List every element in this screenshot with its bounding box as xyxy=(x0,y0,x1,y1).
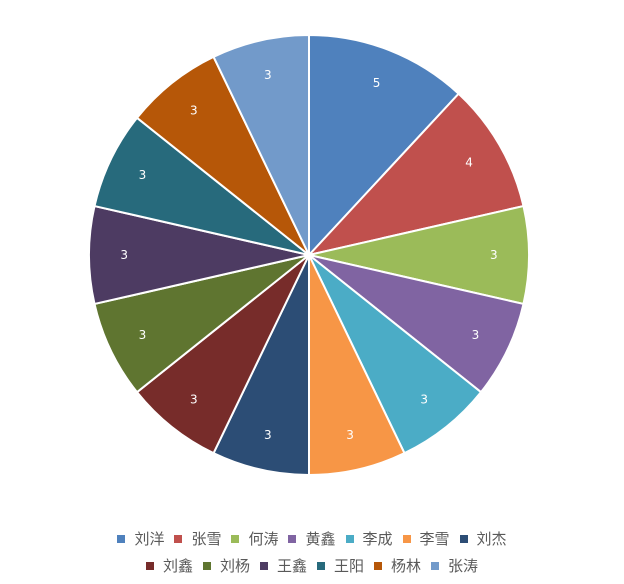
legend-label: 李成 xyxy=(362,530,393,548)
legend-item-7: 刘杰 xyxy=(459,528,507,549)
legend-swatch xyxy=(117,534,126,543)
legend-item-10: 王鑫 xyxy=(259,555,307,576)
legend-item-1: 刘洋 xyxy=(117,528,164,549)
data-label-5: 3 xyxy=(420,392,428,406)
legend-item-6: 李雪 xyxy=(402,528,450,549)
legend-swatch xyxy=(402,534,411,543)
legend-label: 张雪 xyxy=(191,530,222,548)
legend-swatch xyxy=(145,561,154,570)
legend-label: 刘鑫 xyxy=(162,557,193,575)
pie-slice-1 xyxy=(308,33,461,258)
pie-slice-2 xyxy=(306,92,525,257)
legend-item-12: 杨林 xyxy=(374,555,421,576)
legend-item-11: 王阳 xyxy=(317,555,364,576)
legend-label: 黄鑫 xyxy=(305,530,336,548)
data-label-2: 4 xyxy=(465,156,473,170)
legend-row-2: 刘鑫 刘杨 王鑫 王阳 杨林 张涛 xyxy=(0,555,624,576)
legend-label: 刘洋 xyxy=(134,530,165,548)
legend-item-2: 张雪 xyxy=(174,528,221,549)
legend-swatch xyxy=(317,561,325,570)
legend-label: 刘杨 xyxy=(219,557,250,575)
legend-swatch xyxy=(374,561,383,570)
legend-label: 张涛 xyxy=(448,557,479,575)
legend-label: 何涛 xyxy=(248,530,279,548)
data-label-6: 3 xyxy=(346,428,354,442)
legend-label: 王鑫 xyxy=(276,557,307,575)
legend-item-5: 李成 xyxy=(345,528,393,549)
data-label-4: 3 xyxy=(472,328,480,342)
data-label-13: 3 xyxy=(264,68,272,82)
legend-swatch xyxy=(345,534,354,543)
data-label-10: 3 xyxy=(120,248,128,262)
data-label-9: 3 xyxy=(139,328,147,342)
legend-label: 杨林 xyxy=(391,557,422,575)
pie-slice-13 xyxy=(212,33,310,256)
legend-label: 王阳 xyxy=(334,557,365,575)
legend-label: 李雪 xyxy=(419,530,450,548)
legend-item-8: 刘鑫 xyxy=(145,555,193,576)
legend-swatch xyxy=(174,534,183,543)
data-label-11: 3 xyxy=(139,168,147,182)
data-label-7: 3 xyxy=(264,428,272,442)
legend-item-9: 刘杨 xyxy=(202,555,250,576)
legend-swatch xyxy=(288,534,297,543)
data-label-1: 5 xyxy=(373,76,381,90)
legend-swatch xyxy=(431,561,440,570)
legend-swatch xyxy=(459,534,468,543)
legend-item-3: 何涛 xyxy=(231,528,278,549)
legend-swatch xyxy=(202,561,211,570)
data-label-3: 3 xyxy=(490,248,498,262)
legend-item-4: 黄鑫 xyxy=(288,528,336,549)
data-label-8: 3 xyxy=(190,392,198,406)
legend-swatch xyxy=(231,534,240,543)
data-label-12: 3 xyxy=(190,104,198,118)
legend-row-1: 刘洋 张雪 何涛 黄鑫 李成 李雪 刘杰 xyxy=(0,528,624,549)
legend-swatch xyxy=(259,561,268,570)
legend-label: 刘杰 xyxy=(476,530,507,548)
legend-item-13: 张涛 xyxy=(431,555,478,576)
